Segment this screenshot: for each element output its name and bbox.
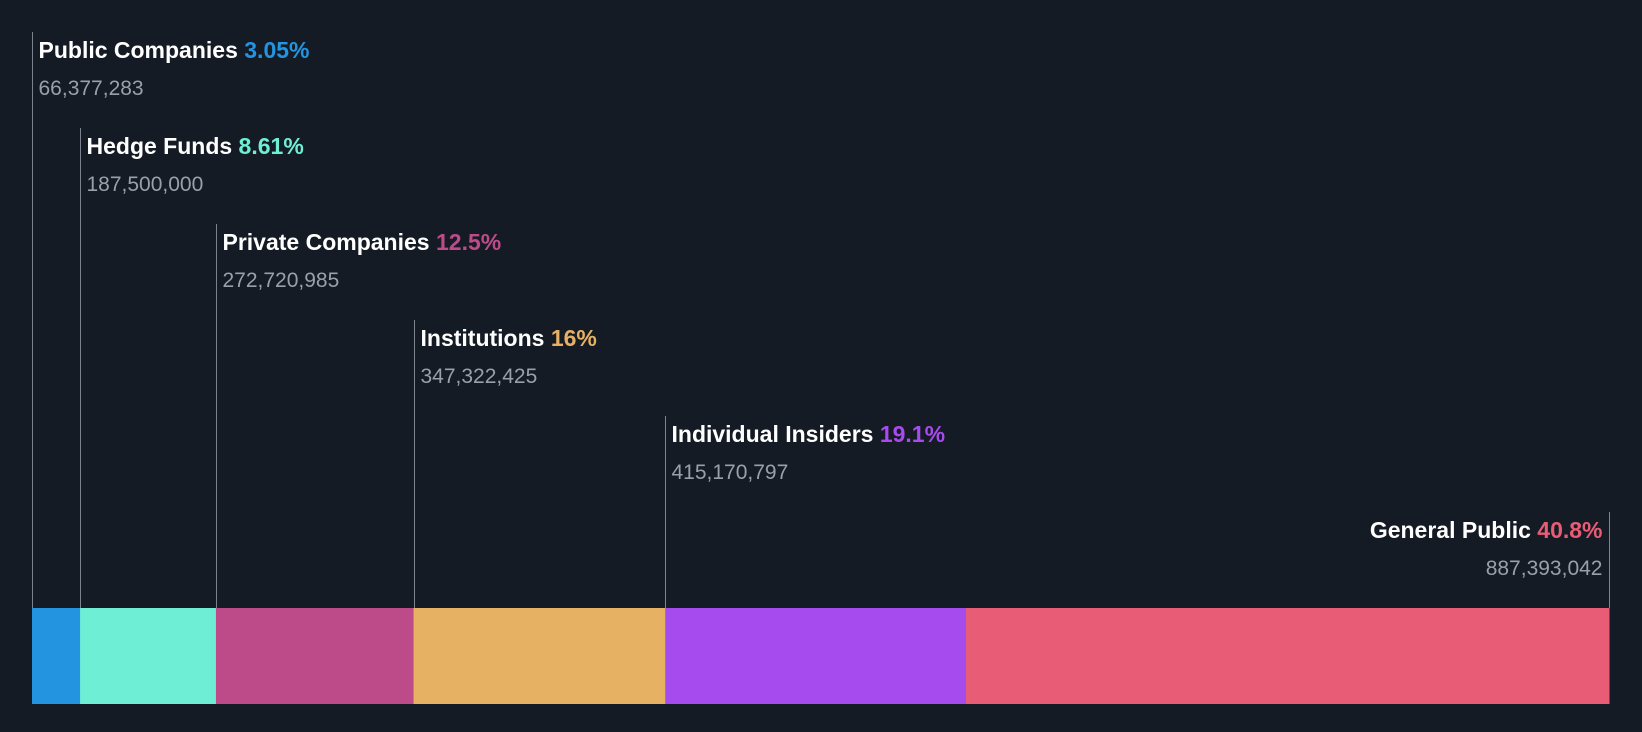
bar-segment-private-companies [215, 608, 415, 704]
segment-label-general-public: General Public 40.8% [1370, 517, 1603, 543]
segment-shares-hedge-funds: 187,500,000 [87, 173, 204, 196]
bar-segment-hedge-funds [80, 608, 217, 704]
segment-percent: 3.05% [238, 37, 310, 63]
segment-name: Public Companies [39, 37, 238, 63]
connector-lines [32, 32, 1610, 608]
stacked-bar [32, 608, 1610, 704]
segment-percent: 19.1% [873, 421, 945, 447]
segment-name: General Public [1370, 517, 1531, 543]
segment-percent: 16% [544, 325, 596, 351]
segment-name: Private Companies [223, 229, 430, 255]
segment-labels: Public Companies 3.05% 66,377,283 Hedge Fu… [39, 37, 1603, 580]
segment-percent: 8.61% [232, 133, 304, 159]
segment-name: Institutions [421, 325, 545, 351]
segment-shares-public-companies: 66,377,283 [39, 77, 144, 100]
segment-name: Hedge Funds [87, 133, 233, 159]
segment-shares-individual-insiders: 415,170,797 [672, 461, 789, 484]
bar-segment-general-public [966, 608, 1610, 704]
segment-shares-institutions: 347,322,425 [421, 365, 538, 388]
segment-percent: 12.5% [430, 229, 502, 255]
bar-segment-public-companies [32, 608, 81, 704]
segment-percent: 40.8% [1531, 517, 1603, 543]
segment-shares-private-companies: 272,720,985 [223, 269, 340, 292]
segment-label-institutions: Institutions 16% [421, 325, 597, 351]
segment-name: Individual Insiders [672, 421, 874, 447]
segment-shares-general-public: 887,393,042 [1486, 557, 1603, 580]
segment-label-individual-insiders: Individual Insiders 19.1% [672, 421, 946, 447]
segment-label-public-companies: Public Companies 3.05% [39, 37, 310, 63]
segment-label-private-companies: Private Companies 12.5% [223, 229, 502, 255]
segment-label-hedge-funds: Hedge Funds 8.61% [87, 133, 304, 159]
bar-segment-institutions [413, 608, 666, 704]
bar-segment-individual-insiders [665, 608, 967, 704]
